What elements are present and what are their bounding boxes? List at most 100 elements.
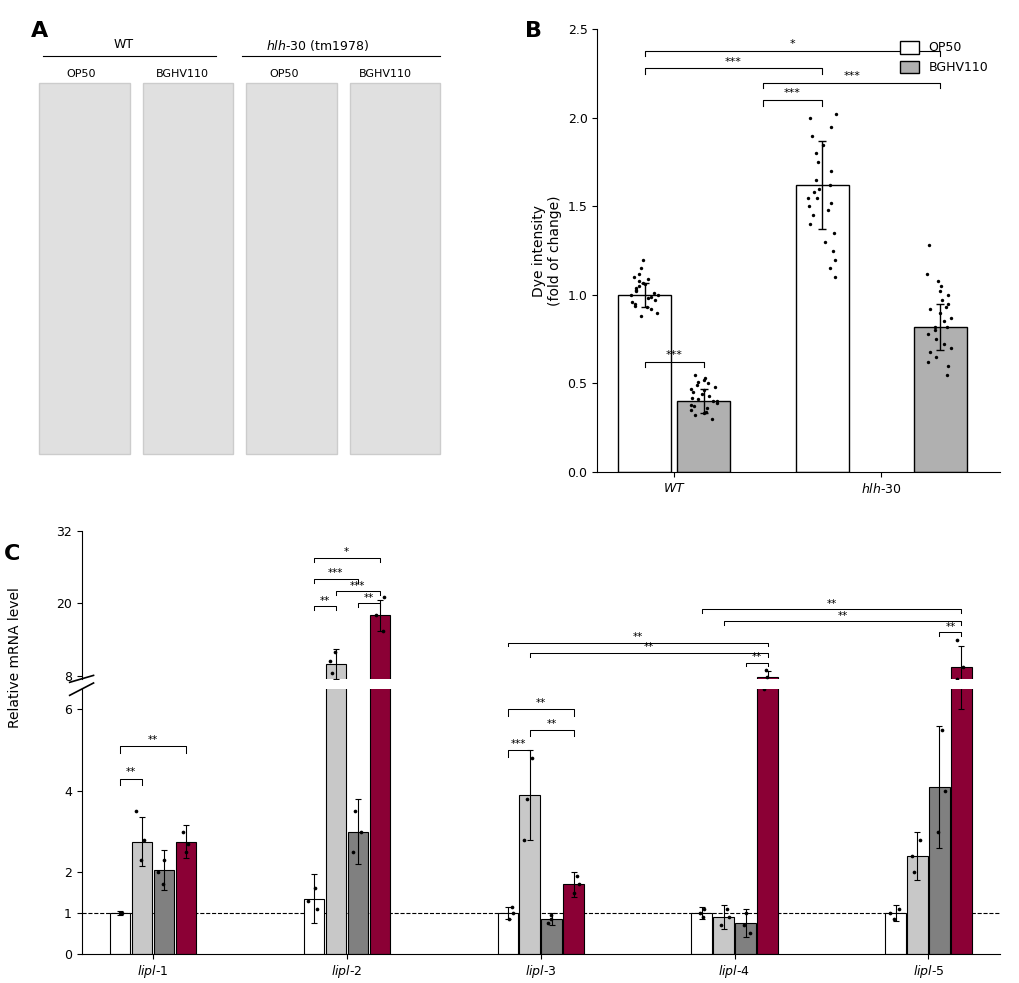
Text: **: ** — [363, 593, 373, 603]
Text: **: ** — [125, 768, 136, 778]
Bar — [175, 841, 196, 954]
Point — [346, 695, 363, 711]
Bar — [951, 666, 971, 724]
Point — [368, 213, 384, 229]
Point — [375, 590, 391, 606]
Point — [948, 641, 964, 657]
Bar — [369, 615, 389, 724]
Bar — [519, 795, 539, 954]
Text: BGHV110: BGHV110 — [359, 69, 412, 80]
Point — [695, 406, 711, 422]
Point — [624, 294, 640, 310]
Point — [645, 285, 661, 301]
Point — [906, 864, 922, 880]
Text: OP50: OP50 — [66, 69, 96, 80]
Text: ***: *** — [350, 581, 365, 591]
Point — [519, 693, 535, 709]
Point — [682, 380, 698, 396]
Point — [503, 710, 520, 725]
Point — [180, 700, 197, 716]
Bar — [154, 712, 173, 724]
FancyBboxPatch shape — [350, 83, 440, 454]
Point — [539, 712, 555, 727]
Point — [824, 243, 841, 259]
Point — [825, 225, 842, 241]
Point — [178, 844, 195, 860]
Point — [639, 300, 655, 316]
Point — [808, 190, 824, 205]
Point — [822, 163, 839, 179]
Point — [686, 367, 702, 382]
Point — [503, 905, 520, 921]
Point — [807, 172, 823, 188]
Point — [646, 292, 662, 308]
Text: BGHV110: BGHV110 — [156, 69, 209, 80]
Point — [926, 331, 943, 347]
Point — [718, 710, 735, 725]
Point — [180, 836, 197, 851]
Point — [720, 909, 737, 925]
Point — [543, 711, 559, 726]
Point — [943, 310, 959, 325]
Point — [628, 283, 644, 299]
FancyBboxPatch shape — [246, 83, 336, 454]
Point — [632, 260, 648, 276]
Bar — [154, 870, 173, 954]
Point — [696, 371, 712, 386]
Point — [323, 665, 339, 680]
Point — [940, 358, 956, 374]
Point — [327, 644, 343, 660]
Point — [935, 314, 952, 329]
Point — [368, 607, 384, 623]
Point — [933, 722, 950, 737]
Point — [911, 699, 927, 715]
Text: ***: *** — [665, 350, 682, 361]
Point — [926, 318, 943, 334]
Bar — [712, 917, 733, 954]
Bar — [347, 706, 368, 724]
Point — [757, 662, 773, 677]
Point — [691, 905, 707, 921]
Point — [935, 783, 952, 799]
Point — [114, 905, 130, 921]
Point — [634, 274, 650, 290]
Point — [542, 907, 558, 923]
Point — [649, 305, 665, 320]
Point — [626, 296, 642, 312]
Point — [626, 298, 642, 314]
Point — [926, 322, 943, 338]
Bar — [951, 567, 971, 954]
Point — [703, 411, 719, 427]
Point — [886, 911, 902, 927]
Point — [693, 386, 709, 402]
Point — [178, 701, 195, 717]
Point — [503, 711, 520, 726]
Point — [930, 305, 947, 320]
Point — [635, 252, 651, 267]
Point — [113, 905, 129, 921]
Bar — [497, 913, 518, 954]
Bar — [757, 636, 776, 954]
Point — [155, 877, 171, 893]
Bar — [907, 856, 926, 954]
Point — [805, 207, 821, 223]
Point — [821, 119, 838, 135]
Point — [686, 398, 702, 414]
Point — [903, 848, 919, 864]
Point — [627, 280, 643, 296]
Point — [886, 711, 902, 726]
Text: ***: *** — [328, 568, 343, 578]
Bar — [175, 708, 196, 724]
Point — [156, 852, 172, 868]
Bar — [928, 699, 949, 724]
Point — [500, 711, 517, 726]
Point — [503, 898, 520, 914]
Point — [801, 110, 817, 126]
Point — [712, 712, 729, 727]
Text: **: ** — [643, 642, 653, 652]
Point — [821, 260, 838, 276]
Point — [375, 316, 391, 331]
Point — [516, 832, 532, 847]
Bar — [541, 719, 561, 724]
Point — [799, 190, 815, 205]
